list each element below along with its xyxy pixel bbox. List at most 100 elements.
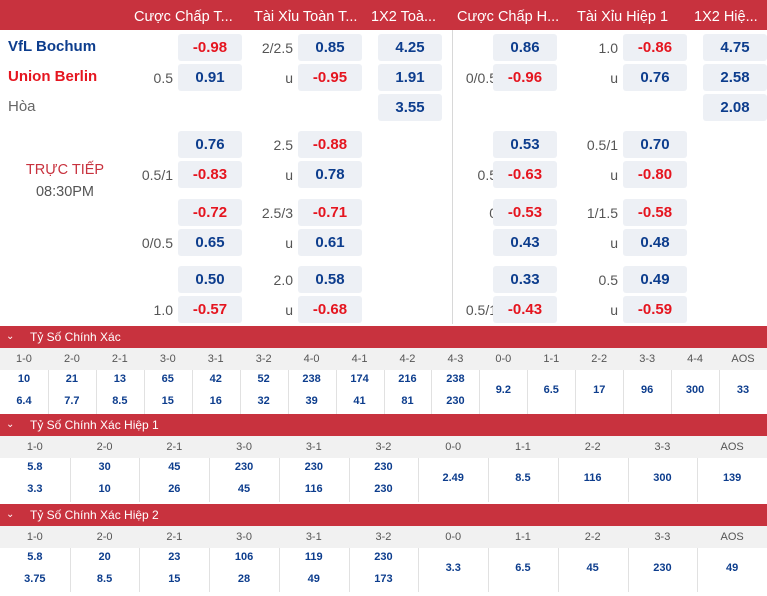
home-team[interactable]: VfL Bochum (8, 38, 97, 55)
score-odds[interactable]: 6.5 (515, 562, 531, 574)
score-odds[interactable]: 21 (65, 373, 79, 385)
score-odds[interactable]: 116 (583, 472, 602, 484)
away-team[interactable]: Union Berlin (8, 68, 98, 85)
odds-value[interactable]: 4.75 (703, 34, 767, 61)
col-header-handicap-h1[interactable]: Cược Chấp H... (457, 9, 560, 25)
odds-value[interactable]: 1.91 (378, 64, 442, 91)
odds-value[interactable]: 0.86 (493, 34, 557, 61)
section-header[interactable]: ⌄ Tỷ Số Chính Xác Hiệp 2 (0, 504, 767, 526)
score-odds[interactable]: 106 (234, 551, 254, 563)
col-header-overunder-h1[interactable]: Tài Xỉu Hiệp 1 (577, 9, 669, 25)
odds-value[interactable]: 0.43 (493, 229, 557, 256)
score-odds[interactable]: 3.3 (27, 483, 43, 495)
score-odds[interactable]: 230 (446, 395, 465, 407)
score-odds[interactable]: 300 (685, 384, 705, 396)
odds-value[interactable]: -0.59 (623, 296, 687, 323)
score-odds[interactable]: 3.3 (445, 562, 461, 574)
score-odds[interactable]: 49 (726, 562, 739, 574)
score-odds[interactable]: 8.5 (96, 573, 113, 585)
odds-value[interactable]: 2.08 (703, 94, 767, 121)
score-odds[interactable]: 41 (353, 395, 366, 407)
odds-value[interactable]: -0.58 (623, 199, 687, 226)
odds-value[interactable]: -0.57 (178, 296, 242, 323)
score-odds[interactable]: 230 (234, 461, 254, 473)
odds-value[interactable]: -0.71 (298, 199, 362, 226)
score-odds[interactable]: 8.5 (515, 472, 531, 484)
odds-value[interactable]: -0.98 (178, 34, 242, 61)
score-odds[interactable]: 139 (722, 472, 742, 484)
col-header-handicap-ft[interactable]: Cược Chấp T... (134, 9, 233, 25)
score-odds[interactable]: 10 (98, 483, 111, 495)
col-header-1x2-h1[interactable]: 1X2 Hiệ... (694, 9, 758, 25)
section-header[interactable]: ⌄ Tỷ Số Chính Xác Hiệp 1 (0, 414, 767, 436)
score-odds[interactable]: 216 (398, 373, 417, 385)
odds-value[interactable]: 0.48 (623, 229, 687, 256)
score-odds[interactable]: 6.4 (16, 395, 32, 407)
score-odds[interactable]: 6.5 (543, 384, 559, 396)
score-odds[interactable]: 119 (304, 551, 323, 563)
score-odds[interactable]: 3.75 (24, 573, 46, 585)
score-odds[interactable]: 45 (237, 483, 251, 495)
odds-value[interactable]: 0.76 (623, 64, 687, 91)
score-odds[interactable]: 174 (350, 373, 369, 385)
score-odds[interactable]: 45 (168, 461, 181, 473)
score-odds[interactable]: 10 (17, 373, 31, 385)
odds-value[interactable]: -0.86 (623, 34, 687, 61)
odds-value[interactable]: 0.53 (493, 131, 557, 158)
odds-value[interactable]: 0.58 (298, 266, 362, 293)
col-header-1x2-ft[interactable]: 1X2 Toà... (371, 9, 437, 25)
score-odds[interactable]: 65 (161, 373, 174, 385)
score-odds[interactable]: 23 (168, 551, 181, 563)
section-header[interactable]: ⌄ Tỷ Số Chính Xác (0, 326, 767, 348)
score-odds[interactable]: 230 (304, 461, 323, 473)
score-odds[interactable]: 230 (374, 461, 393, 473)
odds-value[interactable]: -0.72 (178, 199, 242, 226)
score-odds[interactable]: 49 (307, 573, 320, 585)
odds-value[interactable]: 0.91 (178, 64, 242, 91)
score-odds[interactable]: 96 (641, 384, 654, 396)
score-odds[interactable]: 173 (374, 573, 393, 585)
odds-value[interactable]: -0.63 (493, 161, 557, 188)
score-odds[interactable]: 17 (593, 384, 606, 396)
odds-value[interactable]: 0.49 (623, 266, 687, 293)
score-odds[interactable]: 45 (586, 562, 599, 574)
score-odds[interactable]: 9.2 (495, 384, 511, 396)
score-odds[interactable]: 28 (237, 573, 251, 585)
odds-value[interactable]: -0.53 (493, 199, 557, 226)
score-odds[interactable]: 15 (161, 395, 174, 407)
odds-value[interactable]: -0.80 (623, 161, 687, 188)
score-odds[interactable]: 39 (305, 395, 318, 407)
odds-value[interactable]: -0.96 (493, 64, 557, 91)
score-odds[interactable]: 30 (98, 461, 111, 473)
odds-value[interactable]: 2.58 (703, 64, 767, 91)
score-odds[interactable]: 238 (446, 373, 465, 385)
score-odds[interactable]: 7.7 (64, 395, 80, 407)
odds-value[interactable]: 0.76 (178, 131, 242, 158)
score-odds[interactable]: 26 (168, 483, 181, 495)
score-odds[interactable]: 2.49 (442, 472, 464, 484)
score-odds[interactable]: 16 (209, 395, 222, 407)
odds-value[interactable]: 0.85 (298, 34, 362, 61)
odds-value[interactable]: 0.65 (178, 229, 242, 256)
odds-value[interactable]: -0.95 (298, 64, 362, 91)
odds-value[interactable]: 0.61 (298, 229, 362, 256)
col-header-overunder-ft[interactable]: Tài Xỉu Toàn T... (254, 9, 358, 25)
score-odds[interactable]: 8.5 (112, 395, 128, 407)
odds-value[interactable]: 0.33 (493, 266, 557, 293)
score-odds[interactable]: 116 (304, 483, 323, 495)
score-odds[interactable]: 13 (113, 373, 126, 385)
odds-value[interactable]: -0.88 (298, 131, 362, 158)
score-odds[interactable]: 32 (257, 395, 270, 407)
score-odds[interactable]: 33 (736, 384, 750, 396)
score-odds[interactable]: 20 (98, 551, 111, 563)
score-odds[interactable]: 230 (653, 562, 672, 574)
score-odds[interactable]: 230 (374, 551, 393, 563)
score-odds[interactable]: 300 (653, 472, 672, 484)
score-odds[interactable]: 52 (257, 373, 270, 385)
odds-value[interactable]: -0.43 (493, 296, 557, 323)
score-odds[interactable]: 42 (209, 373, 222, 385)
odds-value[interactable]: 0.70 (623, 131, 687, 158)
score-odds[interactable]: 81 (401, 395, 414, 407)
odds-value[interactable]: 0.78 (298, 161, 362, 188)
score-odds[interactable]: 5.8 (27, 461, 43, 473)
